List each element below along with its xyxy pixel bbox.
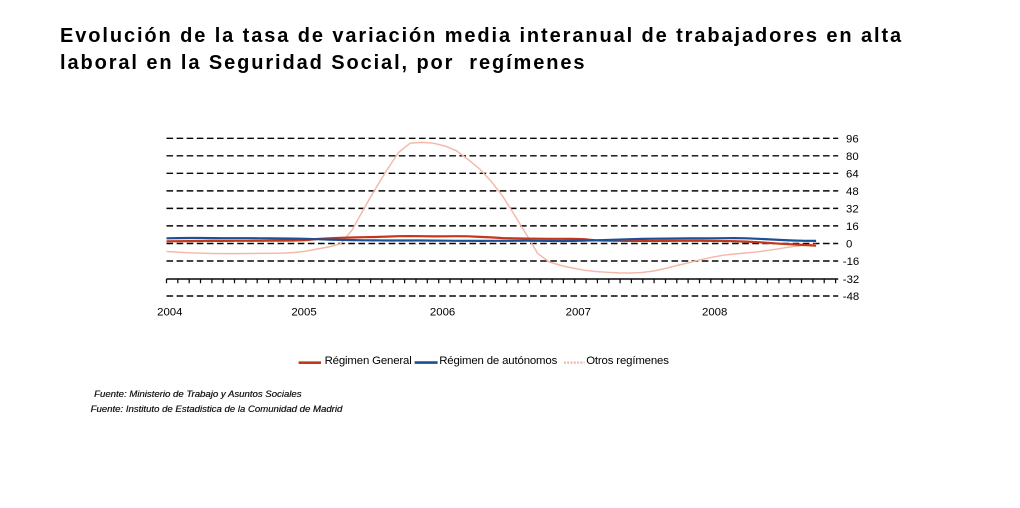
svg-text:0: 0	[846, 239, 852, 251]
svg-text:48: 48	[846, 186, 859, 198]
svg-text:2004: 2004	[157, 307, 182, 319]
svg-text:Régimen General: Régimen General	[325, 355, 412, 367]
svg-text:16: 16	[846, 221, 859, 233]
svg-text:-48: -48	[843, 291, 859, 303]
svg-text:80: 80	[846, 151, 859, 163]
svg-text:Régimen de autónomos: Régimen de autónomos	[439, 355, 557, 367]
svg-text:Otros regímenes: Otros regímenes	[586, 355, 669, 367]
svg-text:32: 32	[846, 203, 859, 215]
svg-text:64: 64	[846, 168, 859, 180]
svg-text:2006: 2006	[430, 307, 455, 319]
svg-text:-16: -16	[843, 256, 859, 268]
svg-text:-32: -32	[843, 274, 859, 286]
svg-text:2005: 2005	[291, 307, 316, 319]
svg-text:96: 96	[846, 133, 859, 145]
svg-text:2007: 2007	[566, 307, 591, 319]
svg-text:2008: 2008	[702, 307, 727, 319]
